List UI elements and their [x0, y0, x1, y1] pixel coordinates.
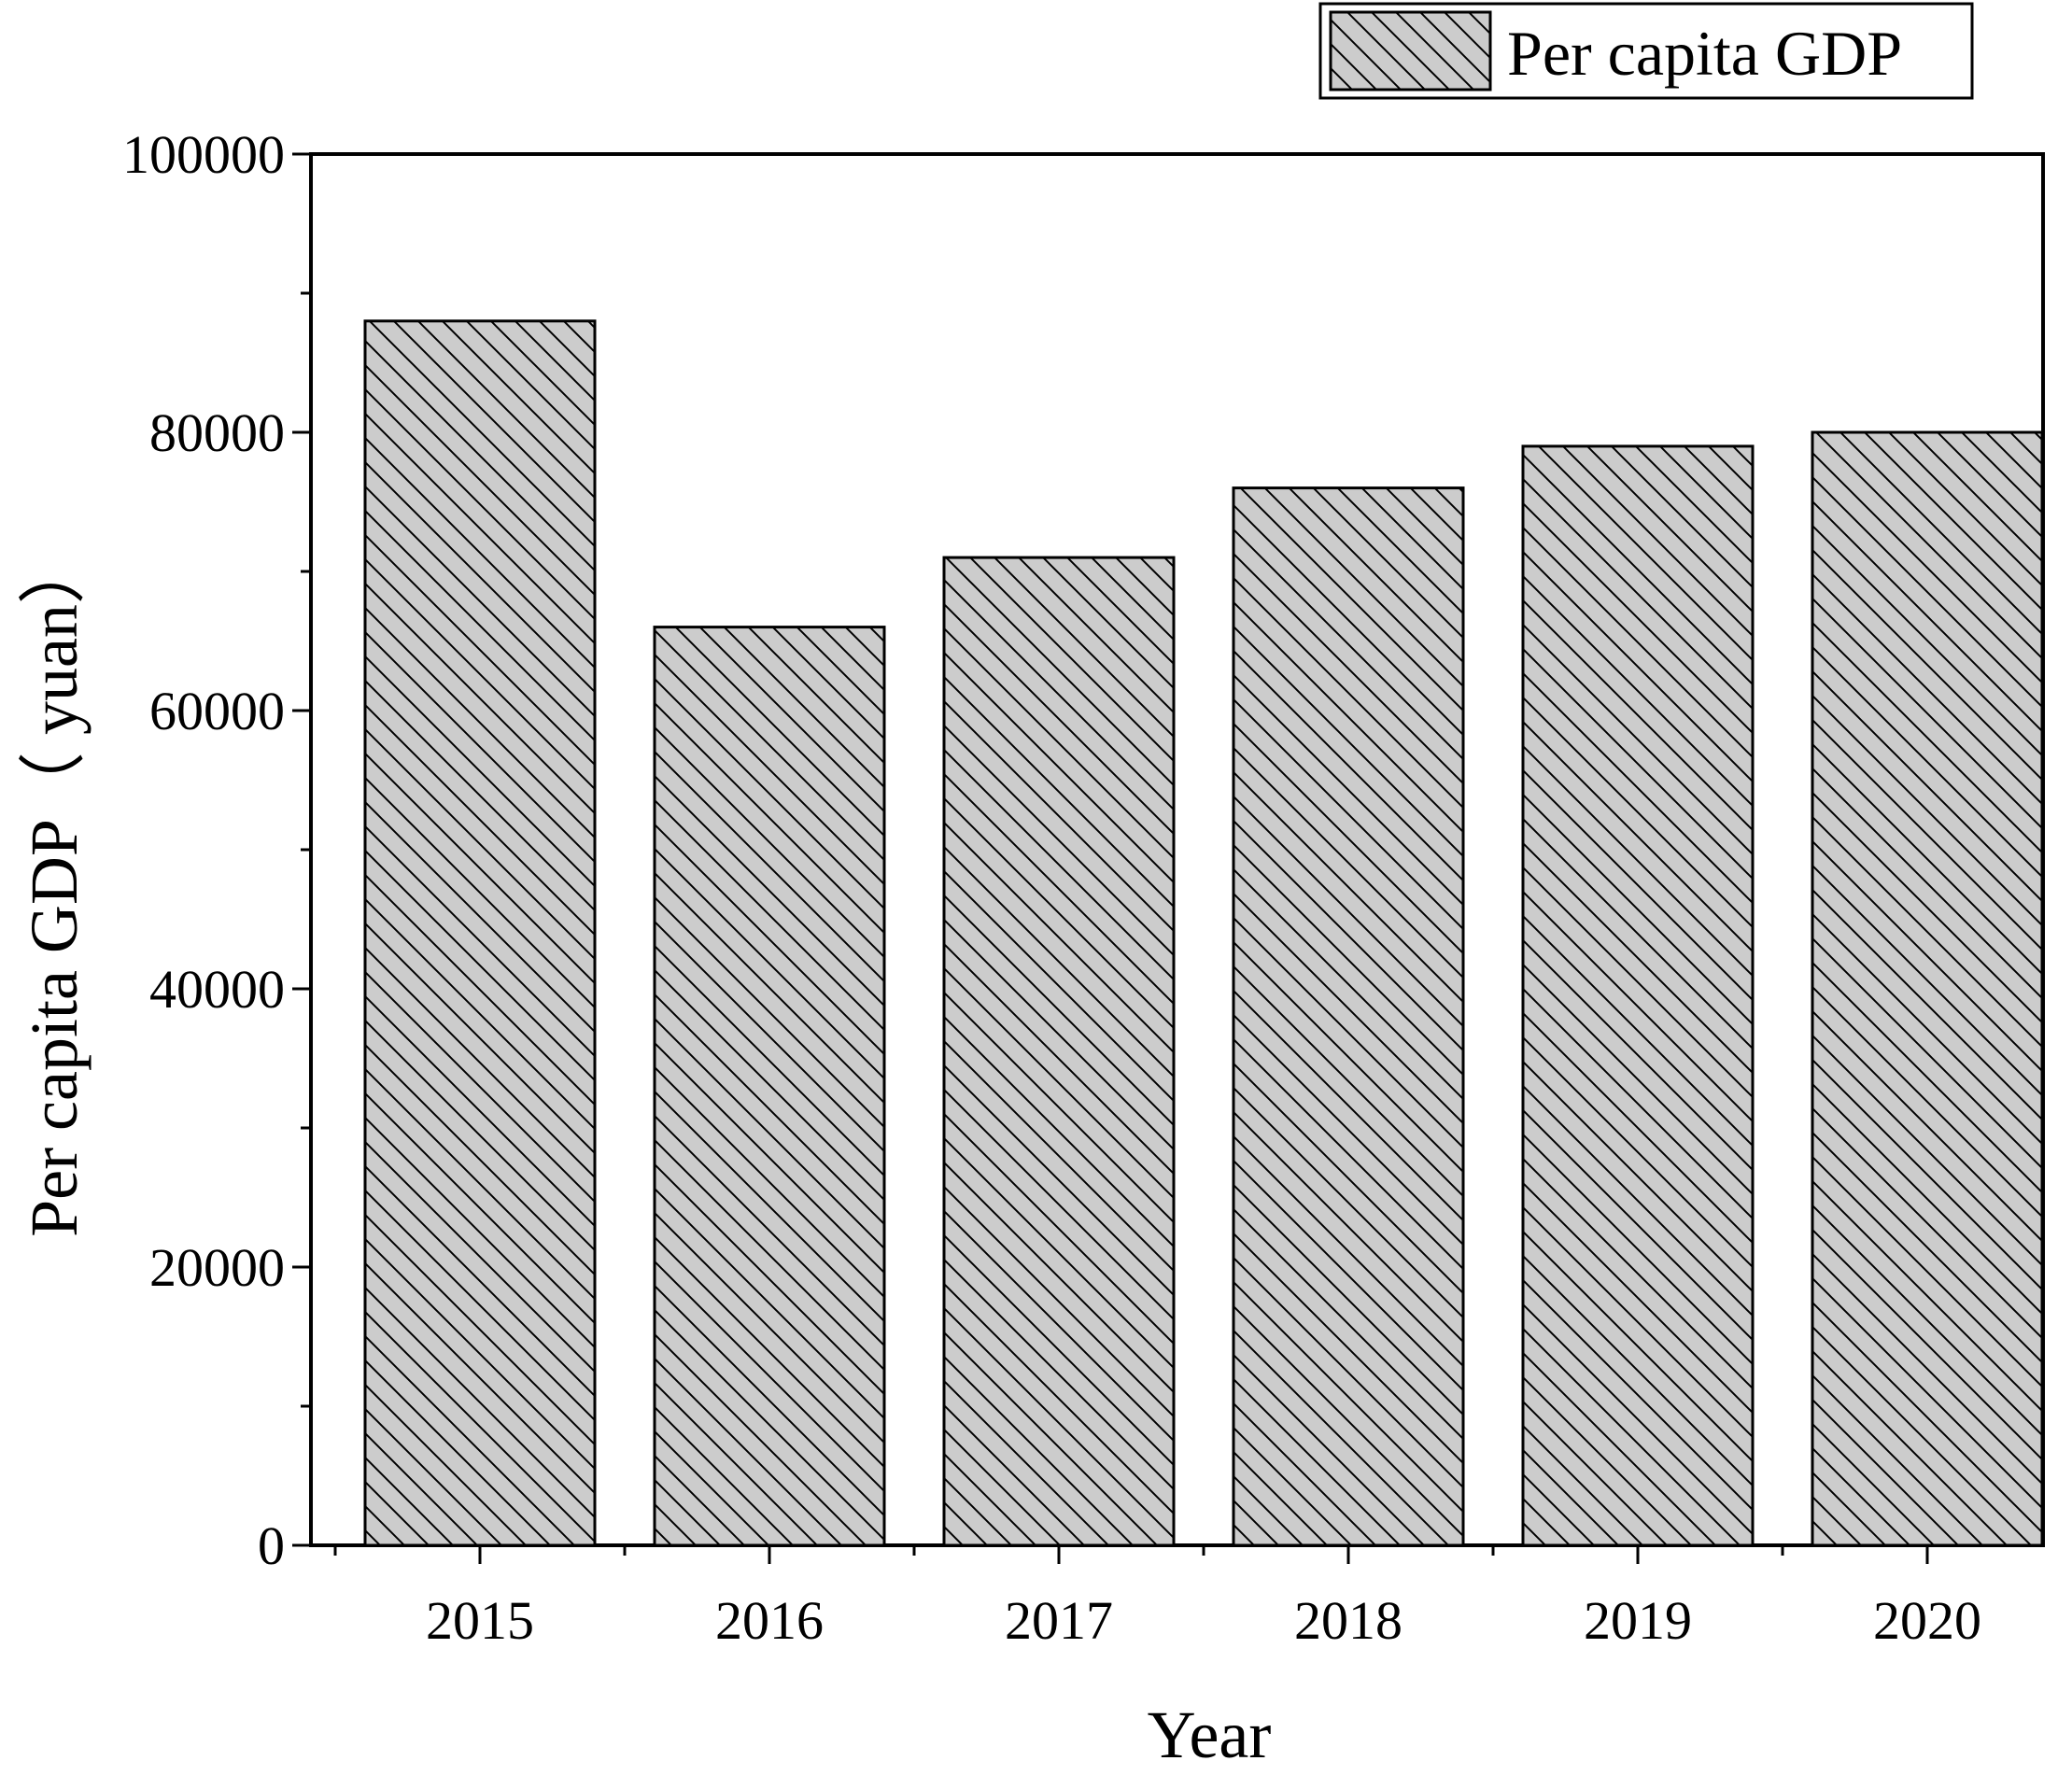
- bar-2018: [1232, 486, 1465, 1547]
- y-tick-label: 80000: [149, 402, 285, 463]
- y-tick-label: 60000: [149, 681, 285, 741]
- x-tick-label: 2015: [426, 1590, 534, 1651]
- bar-2015: [363, 319, 597, 1547]
- bar-2020: [1811, 430, 2044, 1547]
- bar-2017: [942, 556, 1176, 1547]
- x-tick-label: 2019: [1584, 1590, 1692, 1651]
- y-tick-label: 20000: [149, 1237, 285, 1298]
- x-axis-title: Year: [1148, 1698, 1272, 1772]
- y-axis-title: Per capita GDP（ yuan）: [17, 537, 92, 1237]
- x-axis: 2015 2016 2017 2018 2019 2020: [333, 1545, 1981, 1651]
- x-tick-label: 2018: [1294, 1590, 1402, 1651]
- legend: Per capita GDP: [1318, 2, 1974, 100]
- bar-2019: [1521, 444, 1755, 1547]
- bars: [363, 319, 2044, 1547]
- y-tick-label: 40000: [149, 959, 285, 1020]
- y-tick-label: 0: [258, 1515, 285, 1576]
- legend-label: Per capita GDP: [1507, 18, 1902, 89]
- x-tick-label: 2017: [1005, 1590, 1113, 1651]
- x-tick-label: 2020: [1873, 1590, 1981, 1651]
- y-tick-label: 100000: [122, 124, 285, 185]
- x-tick-label: 2016: [715, 1590, 824, 1651]
- legend-swatch: [1329, 10, 1492, 92]
- y-axis: 0 20000 40000 60000 80000 100000: [122, 124, 311, 1576]
- bar-2016: [653, 626, 886, 1547]
